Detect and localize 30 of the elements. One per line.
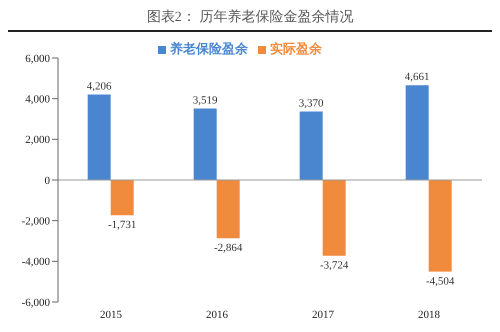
bar bbox=[110, 180, 134, 216]
y-tick-label: 2,000 bbox=[25, 134, 50, 146]
x-tick-label: 2018 bbox=[418, 308, 440, 321]
x-tick-label: 2017 bbox=[312, 308, 334, 321]
chart-title: 图表2： 历年养老保险金盈余情况 bbox=[8, 8, 492, 32]
y-tick-label: 6,000 bbox=[25, 52, 50, 65]
data-label: 4,206 bbox=[86, 80, 112, 92]
data-label: -3,724 bbox=[320, 260, 349, 272]
y-tick-label: 4,000 bbox=[25, 94, 50, 106]
y-tick-label: -4,000 bbox=[22, 256, 50, 268]
data-label: -2,864 bbox=[214, 242, 243, 254]
bar bbox=[428, 180, 452, 272]
x-tick-label: 2015 bbox=[100, 308, 122, 321]
data-label: 4,661 bbox=[404, 71, 430, 84]
bar bbox=[88, 94, 111, 180]
data-label: -1,731 bbox=[108, 219, 136, 232]
y-tick-label: 0 bbox=[44, 174, 50, 187]
bar bbox=[216, 180, 240, 238]
y-tick-label: -2,000 bbox=[22, 216, 50, 228]
x-tick-label: 2016 bbox=[206, 308, 228, 321]
data-label: -4,504 bbox=[426, 276, 455, 288]
legend-label: 养老保险盈余 bbox=[170, 41, 248, 56]
bar bbox=[194, 108, 217, 180]
bar bbox=[322, 180, 346, 256]
data-label: 3,519 bbox=[192, 94, 218, 106]
data-label: 3,370 bbox=[298, 97, 324, 110]
legend-label: 实际盈余 bbox=[270, 41, 322, 56]
bar bbox=[300, 111, 323, 180]
y-tick-label: -6,000 bbox=[22, 296, 50, 309]
bar bbox=[406, 85, 429, 180]
